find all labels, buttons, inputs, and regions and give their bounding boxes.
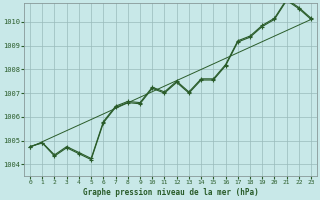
- X-axis label: Graphe pression niveau de la mer (hPa): Graphe pression niveau de la mer (hPa): [83, 188, 259, 197]
